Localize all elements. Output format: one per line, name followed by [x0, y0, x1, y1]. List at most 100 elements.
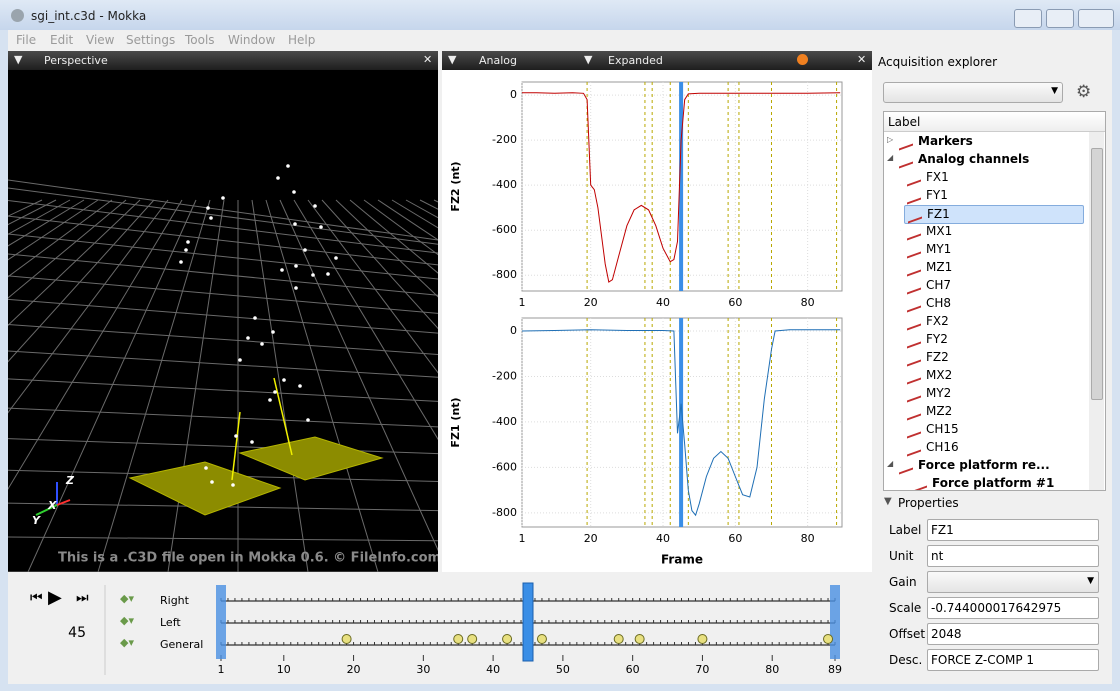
floor-grid [8, 199, 127, 299]
tree-item[interactable]: MX1 [904, 223, 1082, 241]
view-name: Perspective [44, 54, 108, 67]
event-marker [467, 634, 478, 644]
marker-point [276, 176, 280, 180]
menu-item[interactable]: Tools [185, 33, 215, 47]
close-view[interactable]: ✕ [857, 53, 867, 66]
item-label: CH15 [926, 422, 959, 436]
x-tick-label: 40 [486, 663, 500, 676]
tree-item[interactable]: CH7 [904, 277, 1082, 295]
tree-item[interactable]: MY2 [904, 385, 1082, 403]
watermark: This is a .C3D file open in Mokka 0.6. ©… [58, 551, 438, 566]
close-button[interactable] [1078, 9, 1114, 28]
tree-item[interactable]: FZ2 [904, 349, 1082, 367]
floor-grid [8, 438, 438, 455]
tree-item[interactable]: Force platform re... [896, 457, 1082, 475]
expand-arrow[interactable]: ◢ [887, 153, 894, 162]
tree-item[interactable]: Markers [896, 133, 1082, 151]
menu-item[interactable]: Edit [50, 33, 74, 47]
x-tick-label: 40 [656, 532, 670, 545]
signal-line [522, 92, 841, 283]
view-menu-arrow[interactable]: ▼ [14, 53, 23, 66]
mode-menu-arrow[interactable]: ▼ [584, 53, 593, 66]
marker-point [246, 336, 250, 340]
3d-view[interactable]: ZXY This is a .C3D file open in Mokka 0.6… [8, 70, 438, 572]
menu-item[interactable]: Window [228, 33, 276, 47]
y-tick-label: -800 [492, 268, 517, 281]
expand-arrow[interactable]: ◢ [887, 459, 894, 468]
frame-cursor [679, 318, 684, 527]
column-header: Label [884, 112, 1105, 132]
item-icon [913, 475, 927, 490]
tag-icon: ◆▾ [120, 592, 134, 605]
tree-item[interactable]: CH8 [904, 295, 1082, 313]
item-label: FZ2 [926, 350, 949, 364]
item-label: MZ2 [926, 404, 953, 418]
menu-item[interactable]: File [16, 33, 37, 47]
tree-item[interactable]: MZ1 [904, 259, 1082, 277]
options-icon[interactable] [797, 54, 808, 65]
floor-grid [167, 199, 225, 572]
field-input[interactable]: -0.744000017642975 [927, 597, 1099, 619]
close-view[interactable]: ✕ [423, 53, 433, 66]
x-tick-label: 20 [347, 663, 361, 676]
scrollbar[interactable] [1089, 132, 1104, 490]
tree-item[interactable]: FY1 [904, 187, 1082, 205]
field-input[interactable]: FZ1 [927, 519, 1099, 541]
menu-item[interactable]: Help [288, 33, 316, 47]
row-label: General [160, 638, 203, 651]
dropdown[interactable]: ▼ [883, 82, 1063, 103]
view-menu-arrow[interactable]: ▼ [448, 53, 457, 66]
marker-point [293, 222, 297, 226]
tree-item[interactable]: MX2 [904, 367, 1082, 385]
tree-item[interactable]: CH15 [904, 421, 1082, 439]
y-tick-label: -600 [492, 460, 517, 473]
marker-point [313, 204, 317, 208]
scroll-thumb[interactable] [1091, 148, 1103, 400]
app-icon [11, 9, 24, 22]
floor-grid [8, 407, 438, 428]
item-icon [907, 241, 921, 259]
marker-point [311, 273, 315, 277]
tree-item[interactable]: CH16 [904, 439, 1082, 457]
frame-cursor [679, 82, 684, 291]
minimize-button[interactable] [1014, 9, 1042, 28]
y-axis-label: FZ1 (nt) [449, 397, 462, 447]
tag-icon: ◆▾ [120, 636, 134, 649]
y-tick-label: 0 [510, 88, 517, 101]
dropdown-arrow: ▼ [1087, 576, 1094, 586]
range-handle [830, 585, 840, 659]
collapse-arrow[interactable]: ▼ [884, 496, 892, 507]
tree-item[interactable]: Force platform #1 [910, 475, 1082, 490]
settings-gear[interactable]: ⚙ [1076, 82, 1092, 102]
control-icon: ▶ [48, 587, 62, 608]
maximize-button[interactable] [1046, 9, 1074, 28]
axis-x [56, 499, 71, 506]
marker-point [186, 240, 190, 244]
tree-item[interactable]: MY1 [904, 241, 1082, 259]
menu-item[interactable]: Settings [126, 33, 176, 47]
panel-title: Properties [898, 496, 959, 510]
field-label: Gain [889, 575, 917, 589]
tree-item[interactable]: MZ2 [904, 403, 1082, 421]
floor-grid [8, 253, 438, 296]
tree-item[interactable]: FY2 [904, 331, 1082, 349]
field-input[interactable]: 2048 [927, 623, 1099, 645]
tree-item[interactable]: FX1 [904, 169, 1082, 187]
field-value: nt [931, 549, 944, 563]
tree-item[interactable]: Analog channels [896, 151, 1082, 169]
mode-name: Expanded [608, 54, 663, 67]
tree-item[interactable]: FZ1 [904, 205, 1084, 224]
tree-item[interactable]: FX2 [904, 313, 1082, 331]
floor-grid [8, 275, 438, 314]
x-tick-label: 70 [695, 663, 709, 676]
menu-item[interactable]: View [86, 33, 115, 47]
item-icon [907, 403, 921, 421]
floor-grid [433, 199, 438, 203]
expand-arrow[interactable]: ▷ [887, 135, 894, 144]
field-input[interactable]: ▼ [927, 571, 1099, 593]
marker-point [209, 216, 213, 220]
field-input[interactable]: FORCE Z-COMP 1 [927, 649, 1099, 671]
view-name: Analog [479, 54, 518, 67]
field-input[interactable]: nt [927, 545, 1099, 567]
